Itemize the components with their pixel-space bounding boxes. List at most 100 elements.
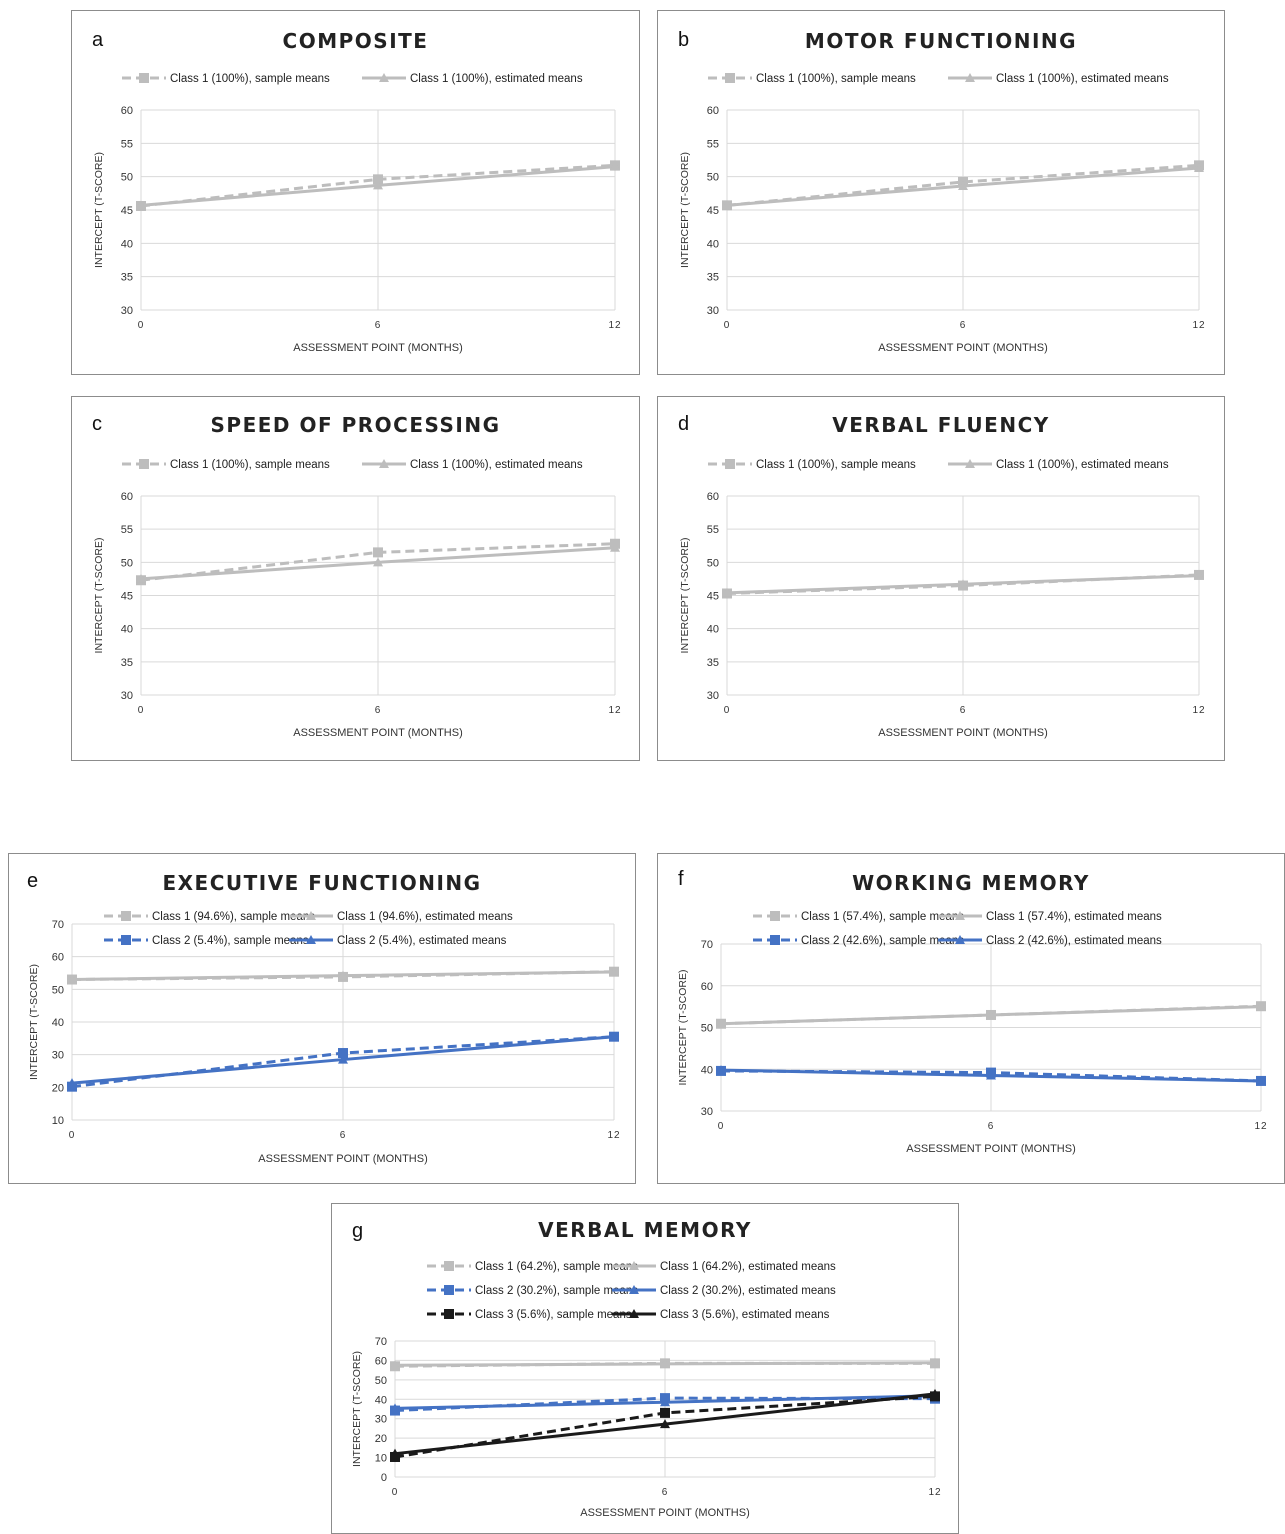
y-tick-label: 30 xyxy=(707,305,719,317)
x-axis-label: ASSESSMENT POINT (MONTHS) xyxy=(258,1153,428,1165)
data-point-marker xyxy=(1256,1001,1266,1011)
panel-letter: b xyxy=(678,29,690,51)
data-point-marker xyxy=(1194,570,1204,580)
x-tick-label: 0 xyxy=(138,705,145,716)
data-point-marker xyxy=(930,1357,940,1367)
x-tick-label: 6 xyxy=(988,1121,995,1132)
panel-letter: d xyxy=(678,413,690,435)
legend-swatch-marker xyxy=(629,1309,639,1318)
y-tick-label: 50 xyxy=(707,172,719,184)
data-point-marker xyxy=(390,1360,400,1370)
legend-swatch-marker xyxy=(379,459,389,468)
legend-swatch-marker xyxy=(629,1261,639,1270)
x-tick-label: 0 xyxy=(392,1487,399,1498)
y-axis-label: INTERCEPT (T-SCORE) xyxy=(93,152,105,268)
data-point-marker xyxy=(722,200,732,210)
x-axis-label: ASSESSMENT POINT (MONTHS) xyxy=(878,727,1048,739)
legend-swatch-marker xyxy=(955,911,965,920)
x-axis-label: ASSESSMENT POINT (MONTHS) xyxy=(906,1143,1076,1155)
legend-entry: Class 1 (100%), estimated means xyxy=(410,459,583,471)
data-point-marker xyxy=(930,1388,940,1398)
legend-swatch-marker xyxy=(379,73,389,82)
chart-svg: 30 35 40 45 50 55 60 0 6 12 ASSESSMENT POINT (MONT… xyxy=(679,73,1205,354)
y-tick-label: 30 xyxy=(52,1050,64,1062)
y-tick-label: 35 xyxy=(121,657,133,669)
x-tick-label: 12 xyxy=(608,320,621,331)
data-point-marker xyxy=(338,1048,348,1059)
chart-title: EXECUTIVE FUNCTIONING xyxy=(162,871,482,895)
y-tick-label: 40 xyxy=(121,624,133,636)
y-tick-label: 30 xyxy=(375,1414,387,1426)
chart-panel-f: f WORKING MEMORY 30 40 50 60 70 0 6 12 ASSESSMEN… xyxy=(657,853,1285,1184)
y-tick-label: 60 xyxy=(707,105,719,117)
data-point-marker xyxy=(610,161,620,171)
x-axis-label: ASSESSMENT POINT (MONTHS) xyxy=(293,342,463,354)
y-tick-label: 40 xyxy=(701,1064,713,1076)
legend-swatch-marker xyxy=(444,1285,454,1295)
data-point-marker xyxy=(660,1407,670,1418)
y-tick-label: 60 xyxy=(52,952,64,964)
x-tick-label: 6 xyxy=(960,705,967,716)
y-tick-label: 40 xyxy=(52,1017,64,1029)
legend-swatch-marker xyxy=(965,459,975,468)
legend-entry: Class 2 (5.4%), estimated means xyxy=(337,935,507,947)
legend-entry: Class 1 (57.4%), sample means xyxy=(801,911,964,923)
y-tick-label: 20 xyxy=(52,1082,64,1094)
data-point-marker xyxy=(136,200,146,210)
x-tick-label: 6 xyxy=(375,705,382,716)
legend-entry: Class 1 (100%), sample means xyxy=(170,459,330,471)
legend-entry: Class 2 (42.6%), sample means xyxy=(801,935,964,947)
data-point-marker xyxy=(722,587,732,597)
chart-title: VERBAL MEMORY xyxy=(538,1218,752,1242)
data-point-marker xyxy=(660,1419,670,1429)
y-tick-label: 50 xyxy=(375,1375,387,1387)
legend-entry: Class 2 (5.4%), sample means xyxy=(152,935,309,947)
data-point-marker xyxy=(1194,163,1204,172)
data-point-marker xyxy=(958,579,968,589)
legend-swatch-marker xyxy=(770,911,780,921)
x-tick-label: 6 xyxy=(662,1487,669,1498)
x-tick-label: 6 xyxy=(960,320,967,331)
data-point-marker xyxy=(958,181,968,190)
chart-title: COMPOSITE xyxy=(282,29,429,53)
legend-swatch-marker xyxy=(121,911,131,921)
data-point-marker xyxy=(986,1070,996,1080)
y-tick-label: 45 xyxy=(707,591,719,603)
legend-entry: Class 3 (5.6%), sample means xyxy=(475,1309,632,1321)
x-tick-label: 0 xyxy=(718,1121,725,1132)
y-tick-label: 60 xyxy=(701,981,713,993)
y-tick-label: 10 xyxy=(375,1453,387,1465)
x-tick-label: 12 xyxy=(1192,320,1205,331)
y-tick-label: 40 xyxy=(707,624,719,636)
panel-letter: e xyxy=(27,870,39,892)
x-tick-label: 12 xyxy=(608,705,621,716)
chart-title: VERBAL FLUENCY xyxy=(832,413,1050,437)
y-axis-label: INTERCEPT (T-SCORE) xyxy=(679,538,691,654)
chart-title: MOTOR FUNCTIONING xyxy=(804,29,1078,53)
legend-swatch-marker xyxy=(770,935,780,945)
legend-swatch-marker xyxy=(965,73,975,82)
x-tick-label: 0 xyxy=(138,320,145,331)
data-point-marker xyxy=(338,970,348,980)
data-point-marker xyxy=(67,974,77,984)
y-tick-label: 55 xyxy=(121,138,133,150)
legend-swatch-marker xyxy=(139,73,149,83)
y-tick-label: 30 xyxy=(121,690,133,702)
data-point-marker xyxy=(609,1031,619,1041)
y-tick-label: 35 xyxy=(707,657,719,669)
x-tick-label: 6 xyxy=(375,320,382,331)
x-tick-label: 6 xyxy=(340,1130,347,1141)
data-point-marker xyxy=(660,1358,670,1368)
panel-letter: a xyxy=(92,29,104,51)
y-tick-label: 70 xyxy=(375,1336,387,1348)
panel-letter: g xyxy=(352,1220,364,1242)
y-tick-label: 0 xyxy=(381,1472,387,1484)
y-axis-label: INTERCEPT (T-SCORE) xyxy=(679,152,691,268)
y-tick-label: 35 xyxy=(707,272,719,284)
y-tick-label: 40 xyxy=(375,1394,387,1406)
chart-title: SPEED OF PROCESSING xyxy=(210,413,501,437)
y-axis-label: INTERCEPT (T-SCORE) xyxy=(351,1351,363,1467)
y-tick-label: 35 xyxy=(121,272,133,284)
y-tick-label: 60 xyxy=(121,105,133,117)
legend-entry: Class 1 (100%), sample means xyxy=(756,73,916,85)
